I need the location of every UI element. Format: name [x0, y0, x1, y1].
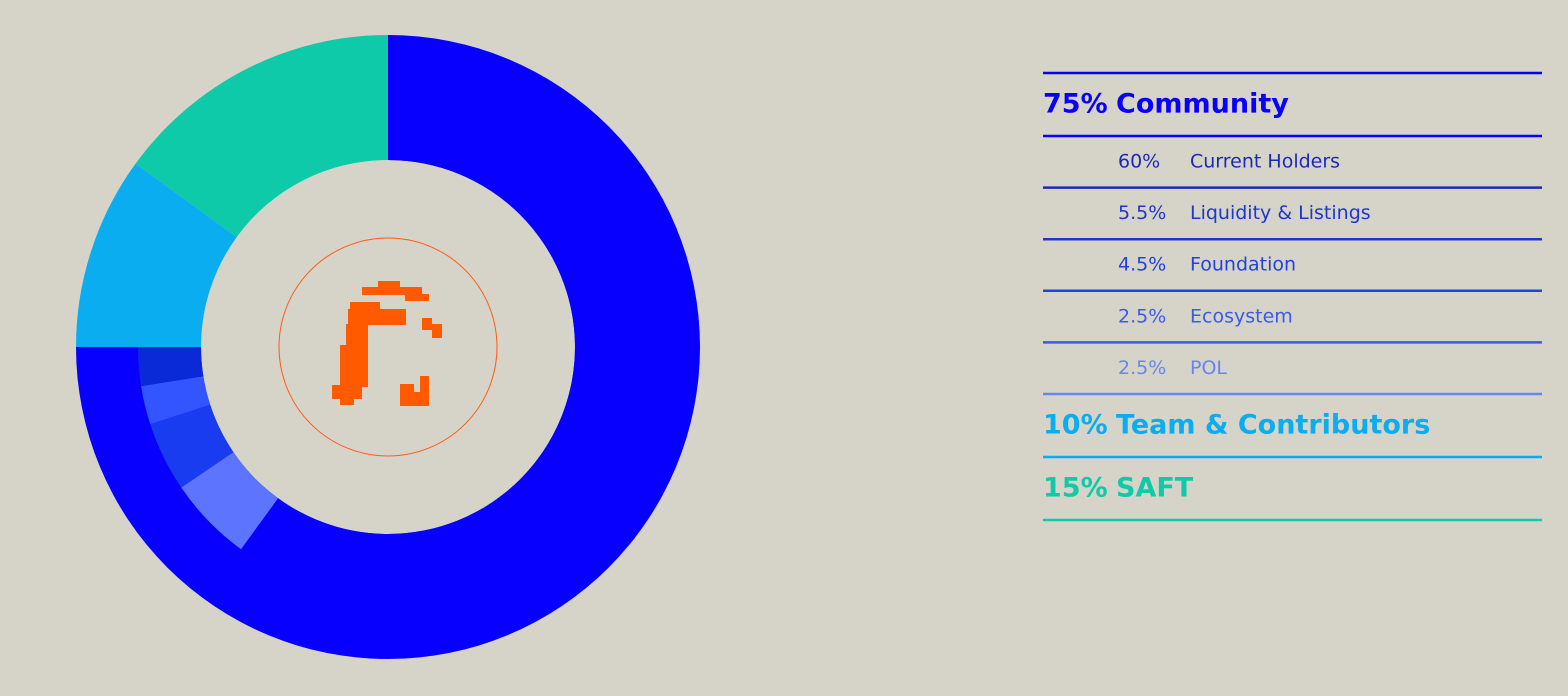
sub-legend-percent: 2.5%	[1118, 305, 1166, 327]
sub-segment	[241, 97, 638, 597]
logo-ring	[278, 237, 498, 457]
sub-legend-label: Ecosystem	[1190, 305, 1293, 327]
donut-segment	[135, 35, 388, 238]
sub-legend-label: Current Holders	[1190, 151, 1340, 173]
donut-segment	[76, 163, 237, 347]
sub-legend-percent: 4.5%	[1118, 254, 1166, 276]
donut	[76, 35, 700, 659]
legend-percent: 10%	[1043, 410, 1108, 441]
legend: 75% Community 60% Current Holders 5.5% Liquid…	[1043, 71, 1542, 522]
sub-segment	[138, 347, 204, 387]
sub-legend-percent: 5.5%	[1118, 202, 1166, 224]
sub-legend-label: POL	[1190, 357, 1227, 379]
logo-mark	[332, 281, 442, 406]
legend-percent: 15%	[1043, 473, 1108, 504]
sub-legend-label: Liquidity & Listings	[1190, 202, 1371, 224]
sub-legend-percent: 60%	[1118, 151, 1160, 173]
legend-label: Community	[1116, 89, 1289, 120]
sub-segment	[181, 452, 279, 550]
center-logo	[278, 237, 498, 457]
sub-legend-label: Foundation	[1190, 254, 1296, 276]
sub-segment	[141, 376, 211, 425]
legend-label: Team & Contributors	[1116, 410, 1430, 441]
sub-segment	[150, 404, 234, 488]
legend-percent: 75%	[1043, 89, 1108, 120]
sub-legend-percent: 2.5%	[1118, 357, 1166, 379]
legend-label: SAFT	[1116, 473, 1194, 504]
